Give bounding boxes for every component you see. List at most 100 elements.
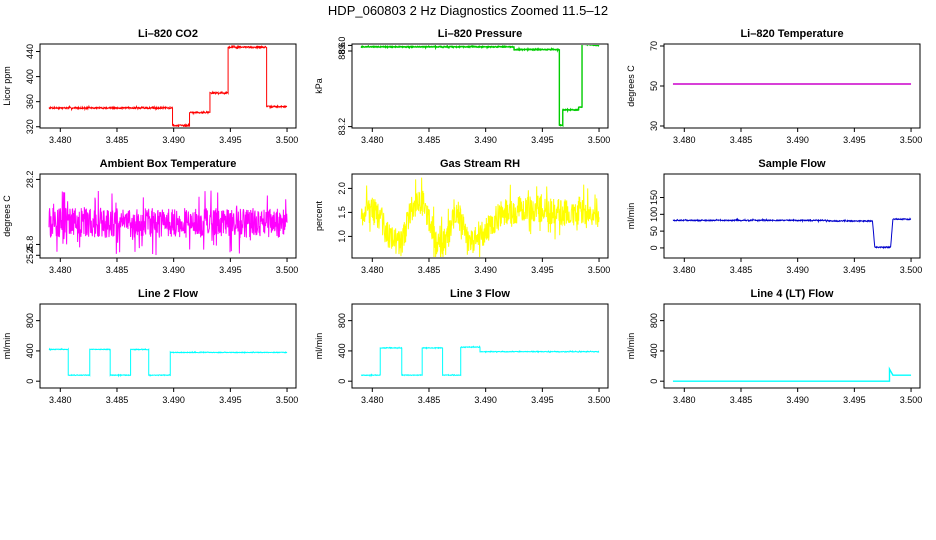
plot-frame	[351, 173, 609, 259]
chart-panel: Line 2 Flow 3.480 3.485 3.490 3.495 3.500 0 400…	[2, 288, 298, 405]
y-tick-label: 360	[25, 94, 35, 109]
plot-frame	[663, 43, 921, 129]
y-tick-label: 400	[337, 343, 347, 358]
data-series-line	[672, 217, 912, 250]
data-series-line	[48, 45, 288, 127]
x-tick-label: 3.495	[219, 395, 242, 405]
y-tick-label: 1.5	[337, 206, 347, 219]
x-tick-label: 3.480	[361, 395, 384, 405]
panel-title: Li–820 CO2	[138, 28, 198, 40]
data-series-line	[360, 177, 600, 257]
x-tick-label: 3.480	[49, 135, 72, 145]
x-tick-label: 3.500	[588, 265, 611, 275]
y-tick-label: 89.0	[337, 37, 347, 55]
y-axis-label: percent	[314, 200, 324, 231]
y-axis-label: ml/min	[626, 333, 636, 360]
x-tick-label: 3.490	[474, 135, 497, 145]
y-tick-label: 1.0	[337, 230, 347, 243]
x-tick-label: 3.500	[900, 135, 923, 145]
y-tick-label: 0	[649, 379, 659, 384]
x-tick-label: 3.485	[106, 395, 129, 405]
panel-title: Line 2 Flow	[138, 288, 198, 300]
x-tick-label: 3.500	[276, 395, 299, 405]
chart-panel: Ambient Box Temperature 3.480 3.485 3.490 3.…	[2, 158, 298, 275]
chart-panel: Sample Flow 3.480 3.485 3.490 3.495 3.500 0 50 1…	[626, 158, 922, 275]
y-tick-label: 0	[25, 379, 35, 384]
x-tick-label: 3.495	[843, 135, 866, 145]
y-tick-label: 150	[649, 190, 659, 205]
x-tick-label: 3.495	[531, 135, 554, 145]
y-tick-label: 88.6	[337, 42, 347, 60]
x-tick-label: 3.500	[276, 135, 299, 145]
y-tick-label: 400	[649, 343, 659, 358]
x-tick-label: 3.495	[843, 265, 866, 275]
y-tick-label: 50	[649, 81, 659, 91]
x-tick-label: 3.500	[588, 395, 611, 405]
y-axis-label: ml/min	[314, 333, 324, 360]
x-tick-label: 3.480	[673, 395, 696, 405]
x-tick-label: 3.490	[786, 135, 809, 145]
y-axis-label: degrees C	[626, 65, 636, 107]
x-tick-label: 3.500	[276, 265, 299, 275]
y-tick-label: 400	[25, 343, 35, 358]
x-tick-label: 3.490	[162, 395, 185, 405]
y-tick-label: 25.8	[25, 236, 35, 254]
y-tick-label: 28.2	[25, 171, 35, 189]
x-tick-label: 3.480	[49, 395, 72, 405]
data-series-line	[360, 345, 600, 378]
x-tick-label: 3.490	[474, 395, 497, 405]
x-tick-label: 3.480	[49, 265, 72, 275]
plot-frame	[351, 43, 609, 129]
panel-title: Line 4 (LT) Flow	[751, 288, 834, 300]
chart-panel: Li–820 CO2 3.480 3.485 3.490 3.495 3.500 320 36…	[2, 28, 298, 145]
y-axis-label: ml/min	[2, 333, 12, 360]
data-series-line	[672, 366, 912, 382]
x-tick-label: 3.490	[474, 265, 497, 275]
plot-frame	[663, 173, 921, 259]
x-tick-label: 3.480	[673, 135, 696, 145]
plot-frame	[39, 43, 297, 129]
y-axis-label: degrees C	[2, 195, 12, 237]
x-tick-label: 3.485	[106, 135, 129, 145]
x-tick-label: 3.485	[418, 265, 441, 275]
data-series-line	[48, 347, 288, 378]
x-tick-label: 3.500	[900, 265, 923, 275]
chart-panel: Gas Stream RH 3.480 3.485 3.490 3.495 3.500 1.…	[314, 158, 610, 275]
plot-frame	[663, 303, 921, 389]
x-tick-label: 3.485	[730, 135, 753, 145]
panel-title: Li–820 Temperature	[740, 28, 843, 40]
plot-frame	[39, 173, 297, 259]
y-tick-label: 30	[649, 121, 659, 131]
y-tick-label: 400	[25, 69, 35, 84]
x-tick-label: 3.490	[162, 135, 185, 145]
y-axis-label: Licor ppm	[2, 66, 12, 106]
y-axis-label: ml/min	[626, 203, 636, 230]
y-tick-label: 440	[25, 44, 35, 59]
figure-title: HDP_060803 2 Hz Diagnostics Zoomed 11.5–…	[328, 3, 608, 18]
x-tick-label: 3.490	[786, 395, 809, 405]
x-tick-label: 3.485	[418, 135, 441, 145]
y-tick-label: 800	[649, 313, 659, 328]
y-axis-label: kPa	[314, 78, 324, 94]
panel-title: Ambient Box Temperature	[100, 158, 237, 170]
x-tick-label: 3.500	[588, 135, 611, 145]
chart-panel: Li–820 Pressure 3.480 3.485 3.490 3.495 3.500…	[314, 28, 610, 145]
panel-grid: Li–820 CO2 3.480 3.485 3.490 3.495 3.500 320 36…	[2, 28, 922, 405]
x-tick-label: 3.485	[418, 395, 441, 405]
y-tick-label: 100	[649, 207, 659, 222]
y-tick-label: 320	[25, 119, 35, 134]
y-tick-label: 2.0	[337, 182, 347, 195]
chart-panel: Li–820 Temperature 3.480 3.485 3.490 3.495 3.…	[626, 28, 922, 145]
y-tick-label: 83.2	[337, 118, 347, 136]
data-series-line	[360, 45, 600, 127]
y-tick-label: 800	[337, 313, 347, 328]
x-tick-label: 3.480	[361, 265, 384, 275]
x-tick-label: 3.495	[219, 135, 242, 145]
x-tick-label: 3.495	[843, 395, 866, 405]
chart-panel: Line 3 Flow 3.480 3.485 3.490 3.495 3.500 0 400…	[314, 288, 610, 405]
y-tick-label: 0	[649, 245, 659, 250]
x-tick-label: 3.490	[162, 265, 185, 275]
x-tick-label: 3.485	[730, 395, 753, 405]
x-tick-label: 3.500	[900, 395, 923, 405]
